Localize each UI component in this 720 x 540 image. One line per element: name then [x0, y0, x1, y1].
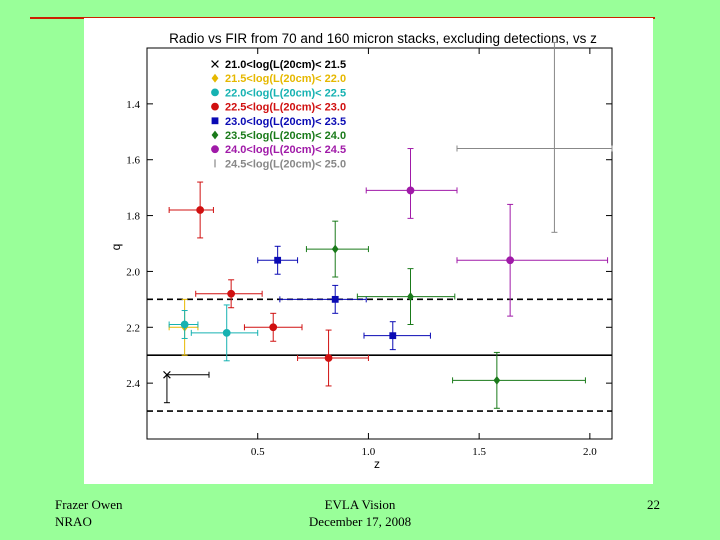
- legend-entry: 23.5<log(L(20cm)< 24.0: [225, 130, 346, 142]
- y-tick-label: 2.0: [126, 266, 140, 278]
- chart-title: Radio vs FIR from 70 and 160 micron stac…: [169, 31, 597, 46]
- data-point: [363, 321, 431, 351]
- point-marker: [180, 320, 189, 329]
- data-point: [168, 181, 214, 239]
- x-tick-label: 2.0: [583, 446, 597, 458]
- point-marker: [506, 256, 515, 265]
- x-tick-label: 1.5: [472, 446, 486, 458]
- y-tick-label: 1.6: [126, 155, 140, 167]
- point-marker: [407, 292, 414, 301]
- legend-marker: [211, 145, 219, 154]
- legend-entry: 22.5<log(L(20cm)< 23.0: [225, 102, 346, 114]
- legend-marker: [211, 130, 219, 140]
- point-marker: [331, 244, 339, 254]
- footer-event-block: EVLA Vision December 17, 2008: [300, 496, 420, 530]
- footer-event: EVLA Vision: [324, 497, 396, 512]
- series-23-5-20-24-0: [305, 220, 586, 409]
- legend-marker: [211, 117, 219, 125]
- series-22-5-20-23-0: [168, 181, 369, 387]
- legend-entry: 21.0<log(L(20cm)< 21.5: [225, 59, 346, 71]
- data-point: [190, 304, 259, 362]
- footer-author: Frazer Owen: [55, 497, 123, 512]
- data-point: [168, 310, 199, 339]
- footer-author-block: Frazer Owen NRAO: [55, 496, 123, 530]
- x-marker-stroke: [163, 370, 171, 379]
- legend: 21.0<log(L(20cm)< 21.5 21.5<log(L(20cm)< …: [211, 59, 346, 170]
- data-point: [195, 279, 263, 309]
- point-marker: [331, 295, 339, 303]
- legend-entry: 22.0<log(L(20cm)< 22.5: [225, 87, 346, 99]
- point-marker: [324, 354, 333, 362]
- x-tick-label: 0.5: [251, 446, 265, 458]
- data-point: [163, 370, 210, 404]
- series-23-0-20-23-5: [257, 245, 431, 351]
- point-marker: [222, 328, 231, 337]
- legend-entry: 24.0<log(L(20cm)< 24.5: [225, 144, 346, 156]
- point-marker: [274, 256, 282, 264]
- data-point: [257, 245, 299, 275]
- point-marker: [406, 186, 415, 195]
- page-number: 22: [647, 497, 660, 512]
- legend-entry: 24.5<log(L(20cm)< 25.0: [225, 158, 346, 170]
- series-24-0-20-24-5: [365, 148, 609, 317]
- data-point: [279, 284, 367, 314]
- data-point: [456, 203, 609, 317]
- point-marker: [493, 375, 501, 385]
- footer-date: December 17, 2008: [308, 514, 412, 529]
- point-marker: [163, 370, 171, 379]
- data-point: [305, 220, 369, 278]
- point-marker: [269, 323, 278, 332]
- legend-entry: 23.0<log(L(20cm)< 23.5: [225, 116, 346, 128]
- series-21-0-20-21-5: [163, 370, 210, 404]
- legend-marker: [211, 60, 219, 68]
- x-marker-stroke: [211, 60, 219, 68]
- point-marker: [196, 206, 205, 214]
- legend-marker: [211, 88, 219, 97]
- legend-entry: 21.5<log(L(20cm)< 22.0: [225, 73, 346, 85]
- y-tick-label: 2.2: [126, 322, 140, 334]
- x-tick-label: 1.0: [362, 446, 376, 458]
- y-axis-label: q: [109, 244, 123, 251]
- data-point: [243, 312, 303, 342]
- point-marker: [227, 289, 236, 298]
- data-point: [356, 268, 456, 325]
- point-marker: [389, 332, 397, 340]
- data-point: [365, 148, 458, 219]
- data-point: [452, 351, 586, 409]
- y-tick-label: 1.8: [126, 211, 140, 223]
- footer-org: NRAO: [55, 514, 92, 529]
- x-axis-label: z: [374, 457, 380, 471]
- legend-marker: [211, 102, 219, 111]
- data-point: [456, 41, 613, 233]
- plot-frame: [146, 47, 613, 440]
- y-tick-label: 1.4: [126, 99, 140, 111]
- series-22-0-20-22-5: [168, 304, 259, 362]
- data-point: [297, 329, 369, 387]
- legend-marker: [211, 73, 219, 83]
- y-tick-label: 2.4: [126, 378, 140, 390]
- series-24-5-20-25-0: [456, 41, 613, 233]
